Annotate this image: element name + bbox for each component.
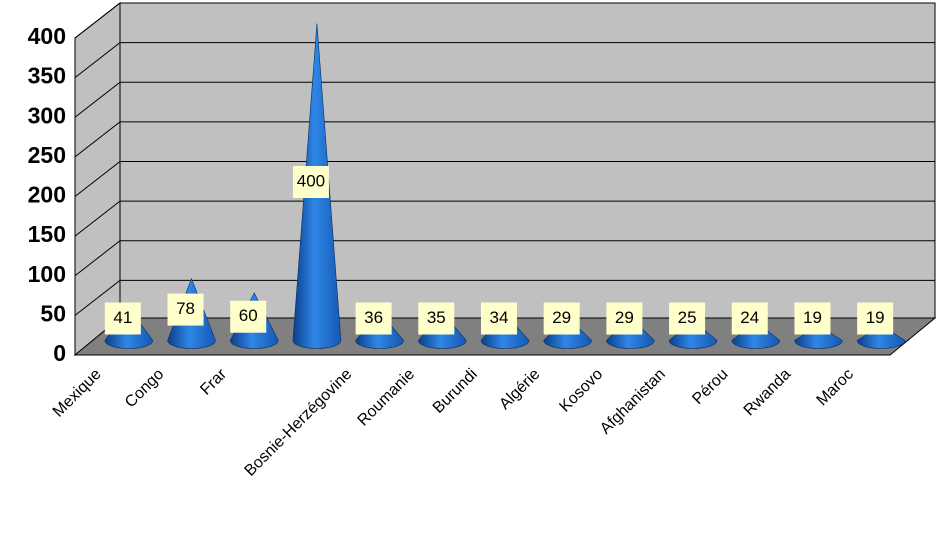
- grid-line: [74, 121, 935, 158]
- value-label-box: [606, 302, 643, 335]
- y-tick-label: 100: [28, 261, 66, 287]
- x-tick-label: Kosovo: [556, 366, 606, 416]
- grid-line: [74, 161, 935, 197]
- value-label: 60: [239, 306, 258, 325]
- x-tick-label: Burundi: [430, 366, 481, 417]
- value-label-box: [481, 302, 517, 335]
- back-wall: [119, 2, 936, 319]
- value-label: 78: [176, 299, 195, 318]
- grid-line: [74, 200, 935, 237]
- cone: [794, 325, 843, 349]
- value-label: 19: [803, 308, 822, 327]
- value-label: 29: [552, 308, 571, 327]
- value-label-box: [355, 302, 392, 335]
- x-tick-label: Rwanda: [741, 366, 795, 420]
- x-tick-label: Mexique: [50, 366, 105, 421]
- grid-line: [74, 240, 935, 277]
- x-tick-label: Congo: [122, 366, 167, 411]
- grid-line: [74, 81, 935, 118]
- value-label: 41: [113, 308, 132, 327]
- y-tick-label: 50: [40, 300, 66, 326]
- cone: [856, 325, 906, 349]
- value-label: 36: [364, 308, 383, 327]
- cone: [731, 321, 781, 349]
- value-label-box: [857, 302, 894, 335]
- value-label-box: [543, 302, 580, 335]
- x-tick-label: Frar: [197, 365, 230, 398]
- value-label-box: [230, 300, 267, 333]
- value-label: 19: [866, 308, 885, 327]
- value-label-box: [167, 293, 204, 326]
- y-tick-label: 350: [28, 63, 66, 89]
- y-tick-label: 250: [28, 142, 66, 168]
- value-label: 25: [678, 308, 697, 327]
- value-label-box: [418, 302, 455, 335]
- value-label: 24: [740, 308, 759, 327]
- x-tick-label: Roumanie: [355, 366, 419, 430]
- x-tick-label: Pérou: [689, 366, 731, 408]
- value-label: 29: [615, 308, 634, 327]
- value-label-box: [292, 166, 329, 198]
- grid-line: [74, 42, 935, 79]
- value-label: 400: [297, 171, 325, 190]
- y-tick-label: 150: [28, 221, 66, 247]
- grid-line: [74, 279, 935, 316]
- value-label: 35: [427, 308, 446, 327]
- y-tick-label: 200: [28, 182, 66, 208]
- y-tick-label: 0: [53, 340, 66, 366]
- value-label-box: [669, 302, 706, 335]
- value-label-box: [731, 302, 768, 335]
- y-tick-label: 300: [28, 102, 66, 128]
- x-tick-label: Bosnie-Herzégovine: [242, 366, 356, 480]
- cone: [668, 320, 718, 349]
- value-label-box: [794, 302, 831, 335]
- value-label-box: [104, 302, 141, 335]
- grid-line: [74, 2, 935, 39]
- value-label: 34: [490, 308, 509, 327]
- x-tick-label: Algérie: [496, 366, 543, 413]
- x-tick-label: Maroc: [814, 366, 857, 409]
- y-tick-label: 400: [28, 23, 66, 49]
- x-tick-label: Afghanistan: [597, 366, 669, 438]
